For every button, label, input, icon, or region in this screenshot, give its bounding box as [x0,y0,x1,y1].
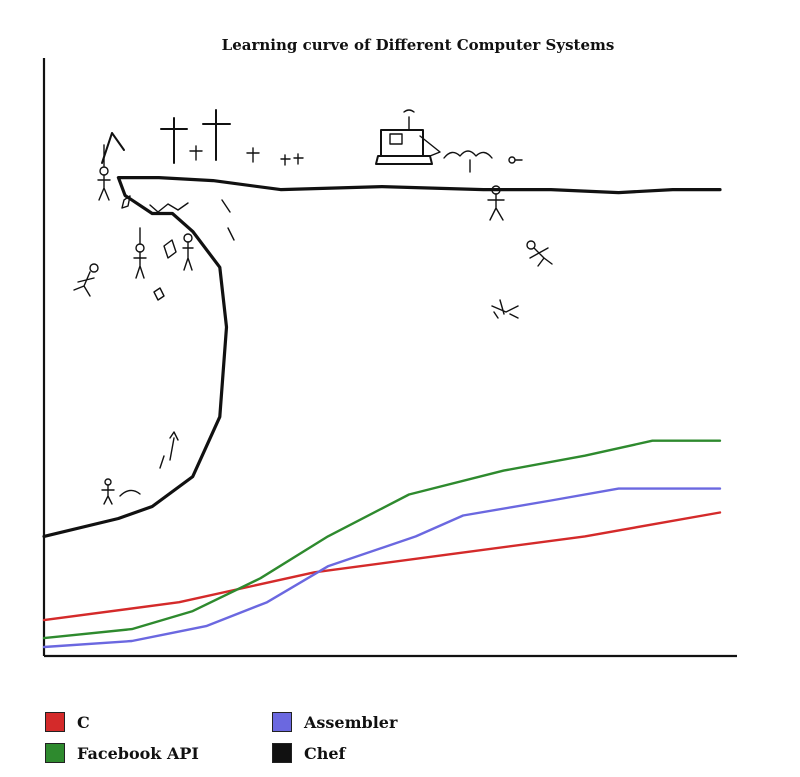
series-line-chef [42,176,722,539]
series-layer [42,176,722,649]
climbers-doodle [101,431,179,505]
series-line-facebook-api [42,439,722,640]
series-line-c [42,511,722,622]
crosses-doodle [160,109,304,166]
cliff-doodles [73,109,553,505]
series-line-assembler [42,487,722,649]
chart-title: Learning curve of Different Computer Sys… [222,36,615,54]
gallows-doodle [97,132,125,201]
cliff-fall-doodle [73,195,235,301]
falling-figures-doodle [469,156,553,319]
bulldozer-doodle [375,109,493,165]
